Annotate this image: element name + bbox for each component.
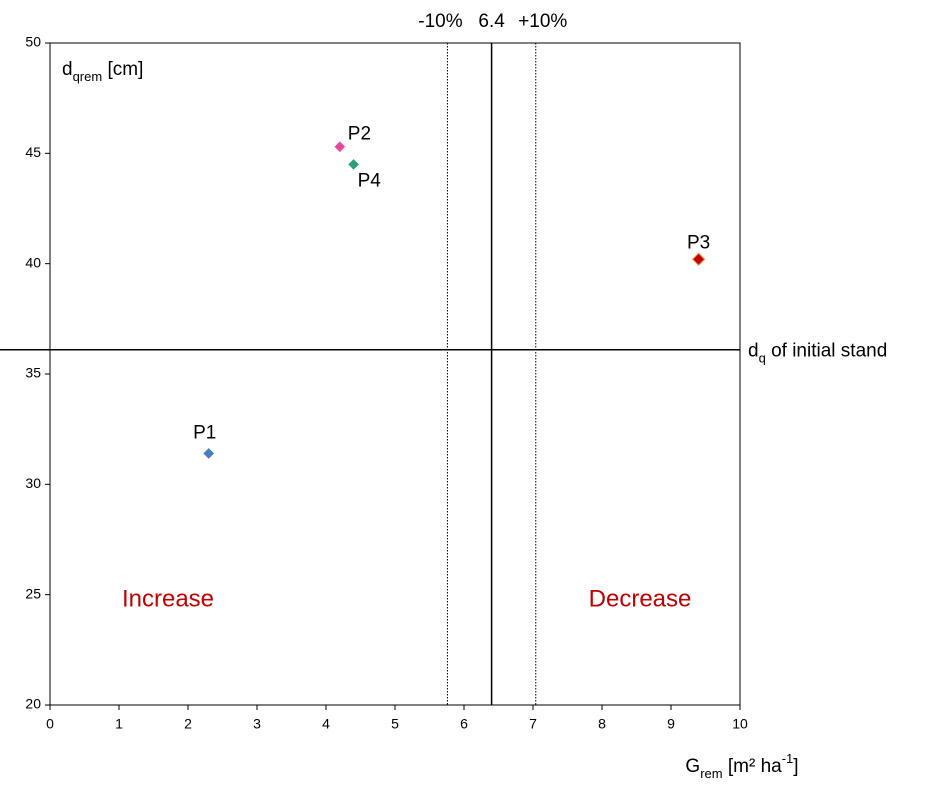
x-tick-label: 2 (184, 716, 192, 732)
y-tick-label: 30 (25, 475, 41, 491)
y-tick-label: 40 (25, 254, 41, 270)
reference-label: 6.4 (478, 11, 505, 32)
annotation: Decrease (589, 585, 692, 612)
y-tick-label: 50 (25, 34, 41, 50)
x-tick-label: 6 (460, 716, 468, 732)
x-tick-label: 7 (529, 716, 537, 732)
annotation: Increase (122, 585, 214, 612)
point (203, 447, 215, 459)
y-axis-label-part: qrem (73, 69, 103, 84)
y-tick-label: 35 (25, 365, 41, 381)
y-tick-label: 20 (25, 696, 41, 712)
point-label: P2 (348, 124, 371, 145)
point-label: P3 (687, 232, 710, 253)
reference-label: +10% (518, 11, 567, 32)
y-axis-label-part: [cm] (102, 59, 143, 80)
reference-label: dq of initial stand (748, 341, 887, 366)
x-axis-label-part: rem (700, 766, 722, 781)
y-tick-label: 45 (25, 144, 41, 160)
x-tick-label: 1 (115, 716, 123, 732)
x-tick-label: 10 (732, 716, 748, 732)
x-axis-label-part: -1 (782, 751, 794, 766)
point (334, 141, 346, 153)
x-axis-label-part: ] (793, 756, 798, 777)
point-label: P1 (193, 422, 216, 443)
x-tick-label: 4 (322, 716, 330, 732)
y-tick-label: 25 (25, 585, 41, 601)
reference-label-part: q (759, 351, 766, 366)
reference-label-part: of initial stand (766, 341, 887, 362)
reference-label-part: d (748, 341, 759, 362)
x-tick-label: 0 (46, 716, 54, 732)
point (693, 253, 705, 265)
x-tick-label: 3 (253, 716, 261, 732)
reference-label: -10% (418, 11, 462, 32)
point-label: P4 (358, 170, 382, 191)
x-tick-label: 9 (667, 716, 675, 732)
x-axis-label: Grem [m² ha-1] (685, 751, 798, 781)
y-axis-label: dqrem [cm] (62, 59, 143, 84)
point (348, 158, 360, 170)
x-tick-label: 5 (391, 716, 399, 732)
x-axis-label-part: [m² ha (723, 756, 783, 777)
x-tick-label: 8 (598, 716, 606, 732)
y-axis-label-part: d (62, 59, 73, 80)
x-axis-label-part: G (685, 756, 700, 777)
chart: 01234567891020253035404550-10%6.4+10%dq … (0, 0, 946, 785)
